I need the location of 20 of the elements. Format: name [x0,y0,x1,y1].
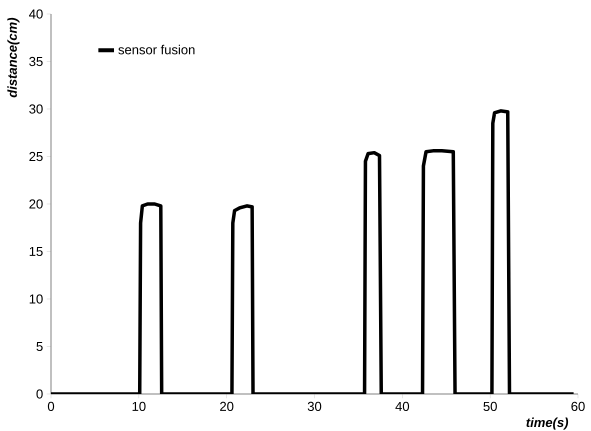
x-tick-label: 30 [308,402,322,412]
x-tick-label: 60 [571,402,585,412]
y-tick-label: 30 [29,104,43,114]
line-series [51,109,576,394]
x-tick-label: 40 [395,402,410,412]
x-tick-label: 20 [220,402,234,412]
y-tick-label: 5 [36,342,43,352]
y-tick-label: 0 [36,389,43,399]
y-tick-label: 25 [29,152,43,162]
y-tick-label: 40 [29,9,43,19]
y-axis-title: distance(cm) [7,18,20,98]
y-tick-label: 35 [29,56,43,66]
legend-label: sensor fusion [118,44,194,54]
y-tick-label: 20 [29,199,43,209]
x-tick-label: 50 [483,402,497,412]
x-tick-label: 10 [132,402,146,412]
x-axis-title: time(s) [526,418,568,430]
y-tick-label: 15 [30,246,43,256]
x-tick-label: 0 [48,402,54,412]
y-tick-label: 10 [30,294,43,304]
